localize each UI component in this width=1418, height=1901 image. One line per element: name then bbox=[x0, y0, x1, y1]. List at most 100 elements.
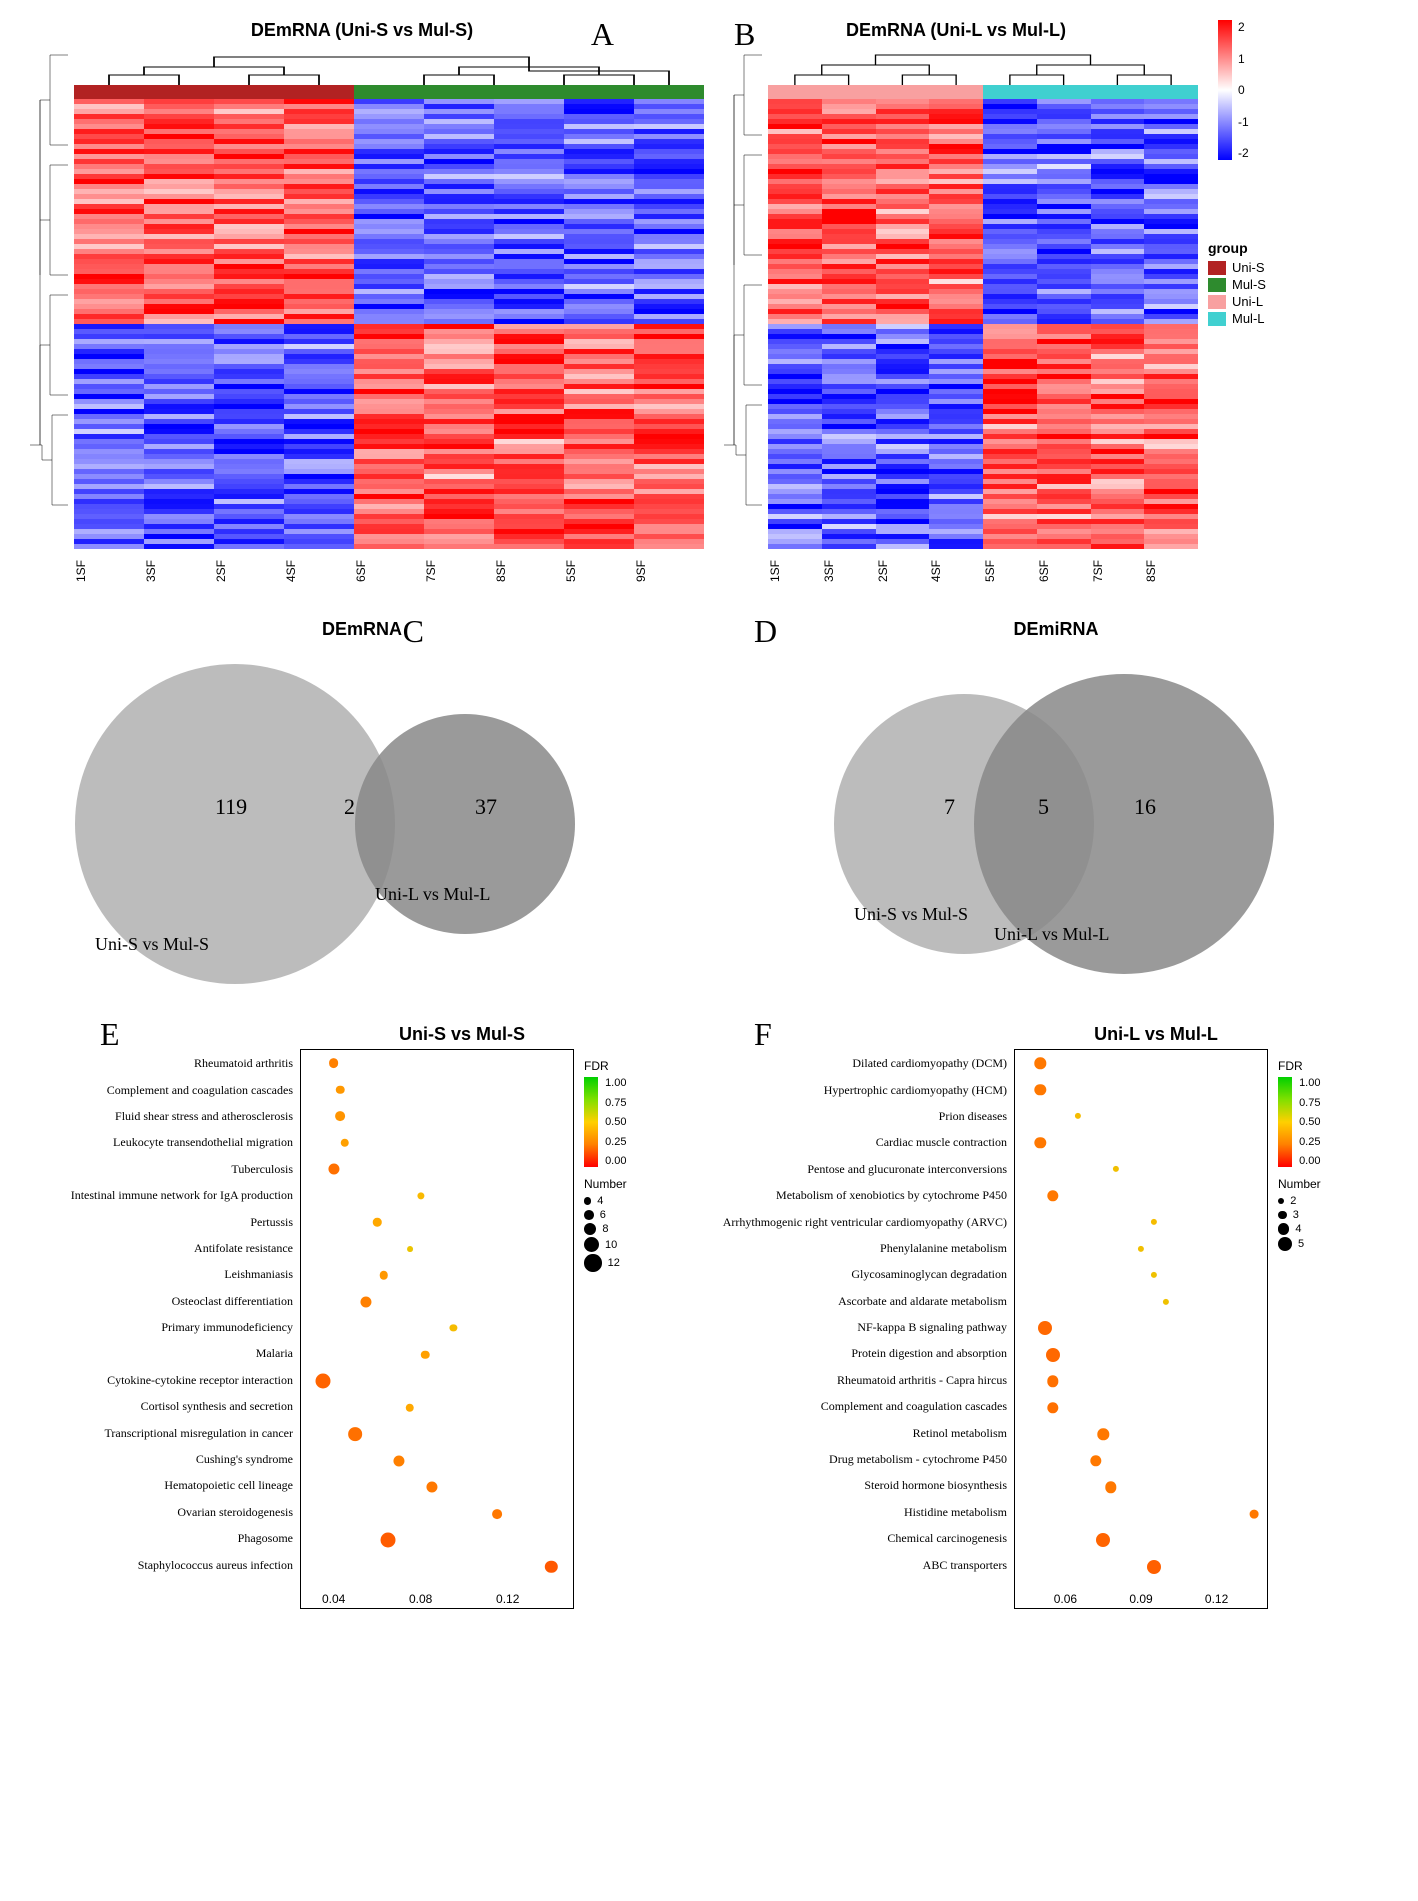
venn-left-label: Uni-S vs Mul-S bbox=[854, 904, 968, 925]
group-legend: group Uni-SMul-SUni-LMul-L bbox=[1208, 240, 1398, 326]
bubble-point bbox=[1046, 1348, 1060, 1362]
group-bar-b bbox=[768, 85, 1198, 99]
number-legend-dot bbox=[584, 1223, 596, 1235]
number-legend-dot bbox=[584, 1197, 591, 1204]
bubble-point bbox=[1113, 1166, 1119, 1172]
number-legend-dot bbox=[584, 1254, 602, 1272]
venn-left-label: Uni-S vs Mul-S bbox=[95, 934, 209, 955]
number-legend-label: 10 bbox=[605, 1239, 617, 1251]
number-legend-dot bbox=[1278, 1237, 1292, 1251]
number-legend-label: 3 bbox=[1293, 1209, 1299, 1221]
number-legend-dot bbox=[584, 1210, 594, 1220]
bubble-plot-e: Rheumatoid arthritisComplement and coagu… bbox=[300, 1049, 574, 1609]
x-label: 5SF bbox=[983, 549, 1037, 599]
venn-d: 7 5 16 Uni-S vs Mul-S Uni-L vs Mul-L bbox=[714, 644, 1398, 1004]
group-legend-item: Uni-L bbox=[1208, 294, 1398, 309]
venn-right-count: 16 bbox=[1134, 794, 1156, 820]
bubble-ylabel: Leukocyte transendothelial migration bbox=[71, 1136, 293, 1148]
number-legend-item: 4 bbox=[1278, 1223, 1398, 1235]
x-tick: 0.04 bbox=[322, 1592, 345, 1606]
x-label: 4SF bbox=[284, 549, 354, 599]
bubble-point bbox=[1034, 1137, 1045, 1148]
fdr-tick: 0.00 bbox=[605, 1155, 626, 1167]
number-legend-dot bbox=[584, 1237, 599, 1252]
x-label: 5SF bbox=[564, 549, 634, 599]
bubble-ylabel: Fluid shear stress and atherosclerosis bbox=[71, 1110, 293, 1122]
bubble-ylabel: Phagosome bbox=[71, 1532, 293, 1544]
panel-d: D DEmiRNA 7 5 16 Uni-S vs Mul-S Uni-L vs… bbox=[714, 619, 1398, 1004]
bubble-legend-f: FDR 1.000.750.500.250.00 Number 2345 bbox=[1278, 1049, 1398, 1609]
bubble-point bbox=[335, 1111, 345, 1121]
bubble-ylabel: Cortisol synthesis and secretion bbox=[71, 1400, 293, 1412]
bubble-ylabel: Ascorbate and aldarate metabolism bbox=[723, 1295, 1007, 1307]
bubble-ylabel: Malaria bbox=[71, 1347, 293, 1359]
bubble-point bbox=[1090, 1455, 1101, 1466]
group-legend-item: Mul-S bbox=[1208, 277, 1398, 292]
venn-c: 119 2 37 Uni-S vs Mul-S Uni-L vs Mul-L bbox=[20, 644, 704, 1004]
group-legend-title: group bbox=[1208, 240, 1398, 256]
x-labels-a: 1SF3SF2SF4SF6SF7SF8SF5SF9SF bbox=[74, 549, 704, 599]
fdr-tick: 0.75 bbox=[605, 1097, 626, 1109]
x-label: 8SF bbox=[494, 549, 564, 599]
panel-title-b: DEmRNA (Uni-L vs Mul-L) bbox=[714, 20, 1198, 41]
bubble-point bbox=[421, 1351, 430, 1360]
bubble-point bbox=[393, 1455, 404, 1466]
panel-label-a: A bbox=[591, 16, 614, 53]
scale-bar bbox=[1218, 20, 1232, 160]
x-labels-b: 1SF3SF2SF4SF5SF6SF7SF8SF bbox=[768, 549, 1198, 599]
fdr-tick: 0.00 bbox=[1299, 1155, 1320, 1167]
bubble-point bbox=[329, 1058, 339, 1068]
number-legend-item: 8 bbox=[584, 1223, 704, 1235]
group-bar-a bbox=[74, 85, 704, 99]
x-label: 7SF bbox=[424, 549, 494, 599]
row-dendrogram-b bbox=[714, 45, 764, 520]
bubble-ylabel: Cardiac muscle contraction bbox=[723, 1136, 1007, 1148]
legend-swatch bbox=[1208, 261, 1226, 275]
bubble-point bbox=[1151, 1272, 1157, 1278]
x-tick: 0.09 bbox=[1129, 1592, 1152, 1606]
group-legend-item: Mul-L bbox=[1208, 311, 1398, 326]
venn-right-count: 37 bbox=[475, 794, 497, 820]
bubble-point bbox=[1047, 1376, 1058, 1387]
bubble-point bbox=[1075, 1113, 1081, 1119]
fdr-tick: 0.25 bbox=[1299, 1136, 1320, 1148]
bubble-point bbox=[315, 1374, 330, 1389]
venn-overlap-count: 5 bbox=[1038, 794, 1049, 820]
number-legend-label: 8 bbox=[602, 1223, 608, 1235]
panel-label-b: B bbox=[734, 16, 755, 53]
bubble-ylabel: Hypertrophic cardiomyopathy (HCM) bbox=[723, 1084, 1007, 1096]
bubble-point bbox=[406, 1404, 415, 1413]
bubble-ylabel: Metabolism of xenobiotics by cytochrome … bbox=[723, 1189, 1007, 1201]
number-legend-item: 2 bbox=[1278, 1195, 1398, 1207]
fdr-tick: 1.00 bbox=[605, 1077, 626, 1089]
number-legend-item: 5 bbox=[1278, 1237, 1398, 1251]
x-label: 9SF bbox=[634, 549, 704, 599]
bubble-point bbox=[1034, 1084, 1045, 1095]
bubble-point bbox=[340, 1139, 349, 1148]
legend-swatch bbox=[1208, 295, 1226, 309]
row-dendrogram-a bbox=[20, 45, 70, 520]
bubble-point bbox=[450, 1325, 457, 1332]
x-tick: 0.06 bbox=[1054, 1592, 1077, 1606]
bubble-ylabel: Tuberculosis bbox=[71, 1163, 293, 1175]
bubble-ylabel: Intestinal immune network for IgA produc… bbox=[71, 1189, 293, 1201]
legend-label: Mul-S bbox=[1232, 277, 1266, 292]
bubble-ylabel: Osteoclast differentiation bbox=[71, 1295, 293, 1307]
panel-label-e: E bbox=[100, 1016, 120, 1053]
bubble-point bbox=[381, 1533, 396, 1548]
x-tick: 0.08 bbox=[409, 1592, 432, 1606]
legend-swatch bbox=[1208, 312, 1226, 326]
color-scale-legend: 210-1-2 bbox=[1218, 20, 1398, 160]
x-label: 6SF bbox=[1037, 549, 1091, 599]
fdr-colorbar bbox=[1278, 1077, 1292, 1167]
scale-tick: 0 bbox=[1238, 83, 1249, 97]
bubble-ylabel: Protein digestion and absorption bbox=[723, 1347, 1007, 1359]
scale-tick: 1 bbox=[1238, 52, 1249, 66]
number-legend-label: 12 bbox=[608, 1257, 620, 1269]
fdr-tick: 0.50 bbox=[1299, 1116, 1320, 1128]
bubble-ylabel: Antifolate resistance bbox=[71, 1242, 293, 1254]
panel-b: B DEmRNA (Uni-L vs Mul-L) bbox=[714, 20, 1398, 599]
bubble-point bbox=[1138, 1246, 1144, 1252]
bubble-ylabel: Cytokine-cytokine receptor interaction bbox=[71, 1374, 293, 1386]
bubble-point bbox=[336, 1086, 345, 1095]
